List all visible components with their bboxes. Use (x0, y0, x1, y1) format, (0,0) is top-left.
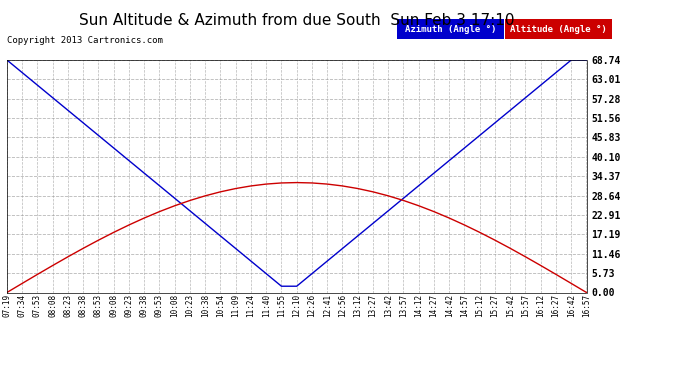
Text: Sun Altitude & Azimuth from due South  Sun Feb 3 17:10: Sun Altitude & Azimuth from due South Su… (79, 13, 515, 28)
Text: Azimuth (Angle °): Azimuth (Angle °) (404, 25, 496, 34)
Text: Copyright 2013 Cartronics.com: Copyright 2013 Cartronics.com (7, 36, 163, 45)
Text: Altitude (Angle °): Altitude (Angle °) (510, 25, 607, 34)
